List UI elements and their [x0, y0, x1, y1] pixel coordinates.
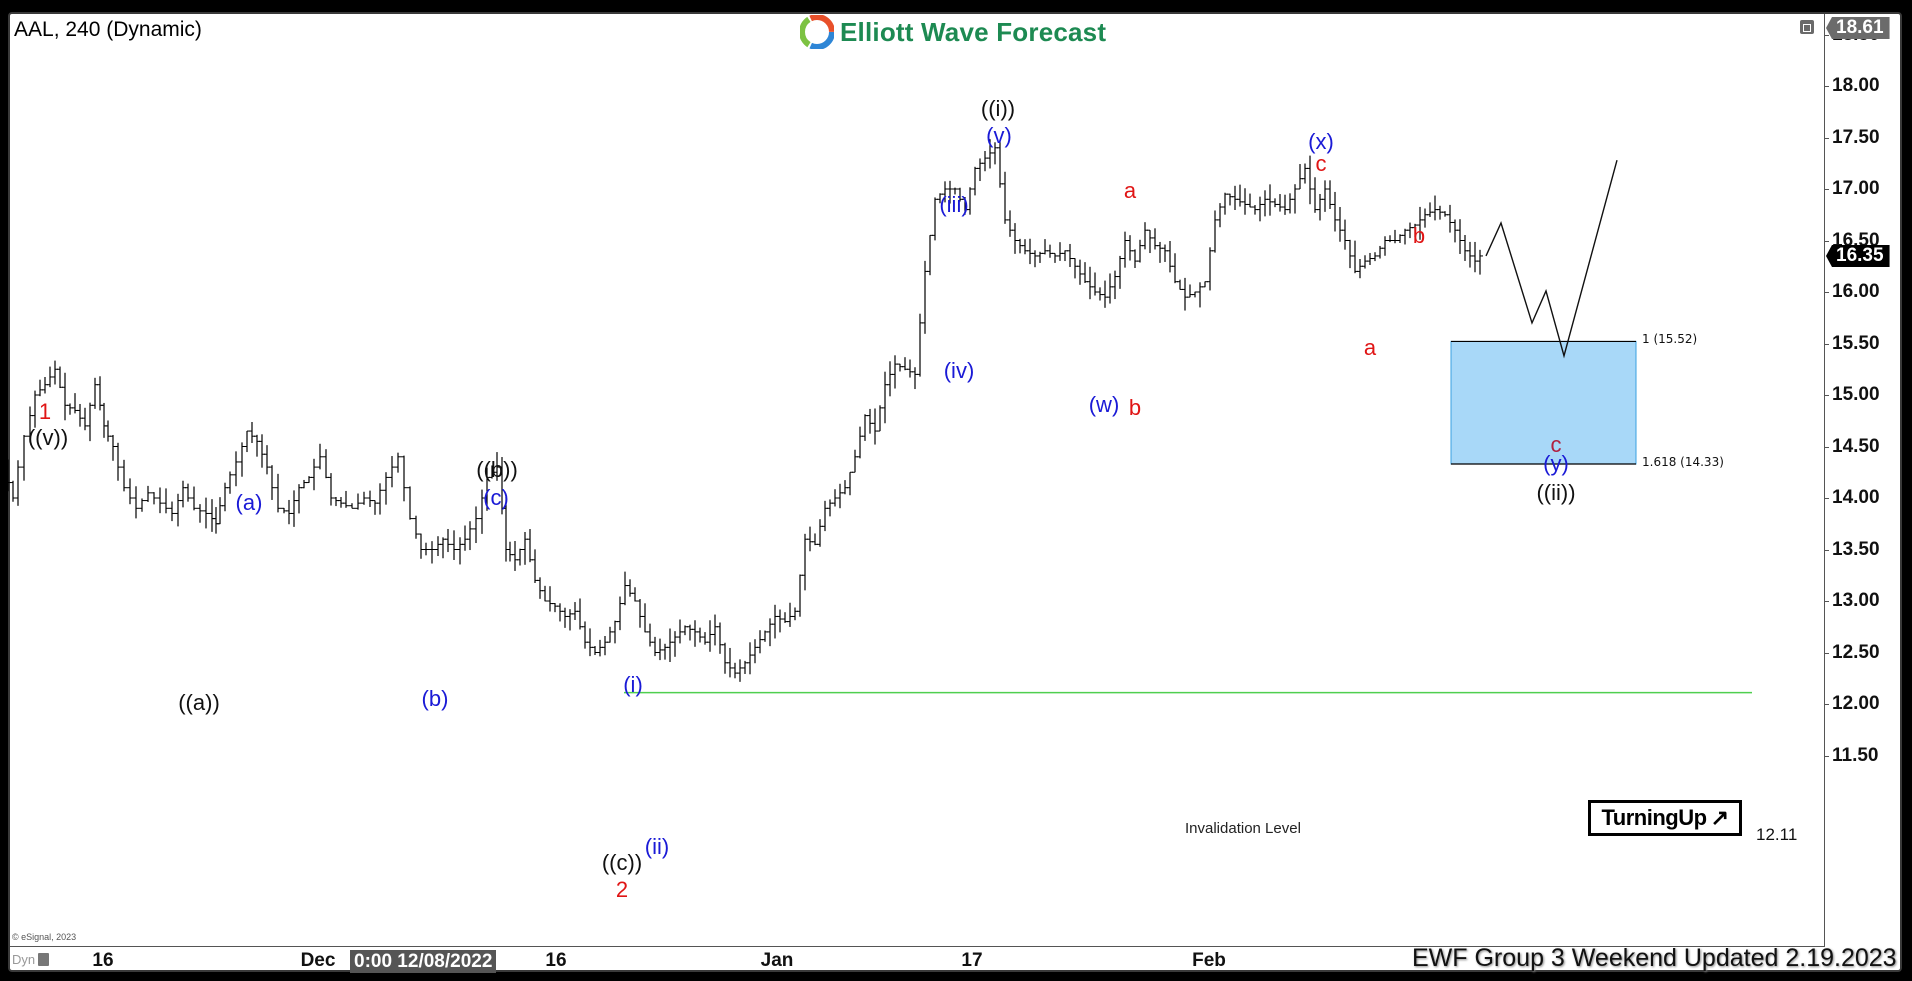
wave-label: (x) [1308, 129, 1334, 154]
x-tick-label: 16 [92, 950, 114, 971]
y-tick-label: 12.00 [1832, 693, 1880, 714]
target-zone-box [1450, 340, 1637, 465]
y-axis [1824, 14, 1825, 946]
wave-label: ((c)) [601, 850, 643, 875]
x-axis [10, 946, 1825, 947]
wave-label: (v) [986, 123, 1012, 148]
y-tick-mark [1824, 549, 1829, 551]
wave-label: (c) [483, 485, 509, 510]
update-footer: EWF Group 3 Weekend Updated 2.19.2023 [1412, 944, 1897, 972]
y-tick-mark [1824, 137, 1829, 139]
chart-title: AAL, 240 (Dynamic) [14, 18, 202, 41]
y-tick-label: 18.00 [1832, 75, 1880, 96]
fib-level-top-label: 1 (15.52) [1642, 332, 1698, 347]
y-tick-label: 13.50 [1832, 538, 1880, 560]
wave-label: c [1315, 151, 1327, 176]
invalidation-label: Invalidation Level [1185, 820, 1301, 837]
wave-label: (iii) [939, 192, 969, 217]
last-price-tag: 16.35 [1826, 244, 1890, 267]
wave-label: (iv) [943, 358, 975, 383]
turning-up-badge: TurningUp ↗ [1588, 800, 1742, 836]
wave-label: (w) [1088, 392, 1120, 417]
y-tick-label: 16.00 [1832, 281, 1880, 302]
wave-label: (y) [1543, 451, 1569, 476]
y-tick-label: 14.00 [1832, 487, 1880, 508]
wave-label: b [1412, 223, 1426, 248]
projection-path [1485, 159, 1618, 359]
y-tick-mark [1824, 652, 1829, 654]
y-tick-mark [1824, 704, 1829, 705]
wave-label: 2 [615, 877, 629, 902]
y-tick-mark [1824, 446, 1829, 448]
y-tick-label: 12.50 [1832, 641, 1880, 663]
y-tick-label: 15.00 [1832, 384, 1880, 405]
y-tick-label: 14.50 [1832, 435, 1880, 457]
y-tick-label: 17.00 [1832, 178, 1880, 199]
chart-window [8, 12, 1902, 972]
y-tick-label: 17.50 [1832, 126, 1880, 148]
x-tick-label: Dec [300, 950, 336, 971]
copyright-text: © eSignal, 2023 [12, 932, 77, 942]
y-tick-label: 11.50 [1832, 744, 1879, 766]
wave-label: ((b)) [476, 457, 518, 482]
brand-name: Elliott Wave Forecast [840, 16, 1107, 47]
restore-window-icon[interactable] [1800, 20, 1814, 34]
y-tick-mark [1824, 395, 1829, 396]
x-tick-label: 16 [545, 950, 567, 971]
y-tick-mark [1824, 755, 1829, 757]
turning-up-text: TurningUp [1601, 805, 1708, 830]
fib-level-bottom-label: 1.618 (14.33) [1642, 455, 1724, 469]
wave-label: b [1128, 395, 1142, 420]
lock-icon[interactable] [38, 953, 50, 966]
wave-label: 1 [38, 399, 52, 424]
wave-label: a [1363, 335, 1377, 360]
arrow-up-right-icon: ↗ [1710, 805, 1729, 830]
y-tick-label: 13.00 [1832, 590, 1880, 611]
high-price-tag: 18.61 [1826, 17, 1890, 39]
y-tick-mark [1824, 601, 1829, 602]
dyn-label: Dyn [12, 952, 36, 967]
wave-label: a [1123, 178, 1137, 203]
invalidation-value: 12.11 [1756, 825, 1798, 844]
y-tick-mark [1824, 343, 1829, 345]
brand-logo: Elliott Wave Forecast [800, 15, 1106, 49]
ewf-logo-icon [800, 15, 834, 49]
y-tick-mark [1824, 498, 1829, 499]
y-tick-mark [1824, 189, 1829, 190]
wave-label: (i) [623, 672, 643, 697]
y-tick-mark [1824, 86, 1829, 87]
y-tick-mark [1824, 292, 1829, 293]
wave-label: ((a)) [178, 690, 220, 715]
dynamic-toggle[interactable]: Dyn [12, 952, 50, 967]
x-tick-label: 17 [961, 950, 983, 971]
x-tick-label: Feb [1192, 950, 1226, 971]
wave-label: (a) [235, 490, 263, 515]
y-tick-mark [1824, 34, 1829, 36]
wave-label: ((i)) [980, 96, 1016, 121]
x-tick-label: Jan [760, 950, 794, 971]
y-tick-mark [1824, 240, 1829, 242]
wave-label: ((ii)) [1536, 480, 1576, 505]
wave-label: (ii) [644, 834, 670, 859]
wave-label: ((v)) [27, 425, 69, 450]
y-tick-label: 15.50 [1832, 332, 1880, 354]
wave-label: (b) [421, 686, 449, 711]
crosshair-date-label: 0:00 12/08/2022 [350, 950, 497, 973]
wave-label: c [1550, 432, 1562, 457]
